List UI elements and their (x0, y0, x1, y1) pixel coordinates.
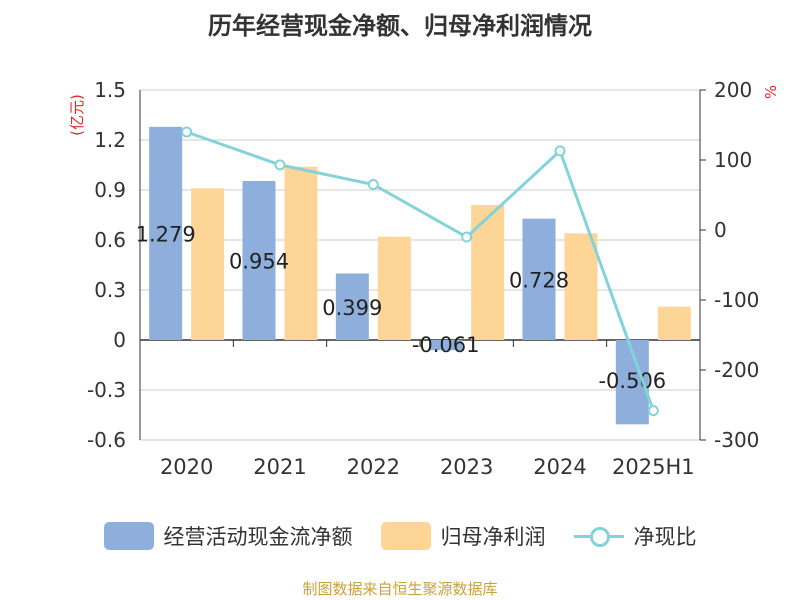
right-tick-label: -100 (714, 288, 759, 312)
legend-label-ratio: 净现比 (633, 525, 697, 549)
x-tick-label: 2024 (533, 455, 586, 479)
point-ratio (554, 145, 566, 157)
point-ratio (461, 231, 473, 243)
x-tick-label: 2025H1 (612, 455, 695, 479)
x-tick-label: 2021 (253, 455, 306, 479)
right-tick-label: 200 (714, 78, 752, 102)
bar-cashflow (429, 340, 463, 351)
data-label-cashflow: 0.399 (322, 296, 382, 320)
legend-item-cashflow[interactable]: 经营活动现金流净额 (103, 521, 353, 551)
data-label-cashflow: 1.279 (136, 222, 196, 246)
left-tick-label: 0.6 (94, 228, 126, 252)
bar-profit (657, 306, 691, 340)
x-tick-label: 2020 (160, 455, 213, 479)
left-tick-label: 1.2 (94, 128, 126, 152)
left-tick-label: -0.6 (87, 428, 126, 452)
legend-swatch-profit (380, 522, 431, 550)
x-tick-label: 2022 (347, 455, 400, 479)
chart-title: 历年经营现金净额、归母净利润情况 (208, 12, 592, 40)
point-ratio (647, 405, 659, 417)
bar-profit (377, 236, 411, 340)
bar-cashflow (522, 218, 556, 340)
legend-label-profit: 归母净利润 (440, 525, 546, 549)
bar-cashflow (149, 126, 183, 340)
legend-swatch-cashflow (103, 522, 154, 550)
right-axis-unit: % (762, 85, 780, 99)
legend-item-profit[interactable]: 归母净利润 (380, 521, 546, 551)
data-label-cashflow: -0.506 (598, 369, 666, 393)
bar-profit (284, 166, 318, 340)
legend-label-cashflow: 经营活动现金流净额 (163, 525, 353, 549)
left-tick-label: 0.9 (94, 178, 126, 202)
data-label-cashflow: 0.728 (509, 268, 569, 292)
legend-item-ratio[interactable]: 净现比 (573, 521, 697, 551)
left-tick-label: -0.3 (87, 378, 126, 402)
bar-cashflow (242, 181, 276, 340)
right-tick-label: 0 (714, 218, 727, 242)
x-tick-label: 2023 (440, 455, 493, 479)
point-ratio (181, 126, 193, 138)
right-tick-label: 100 (714, 148, 752, 172)
right-tick-label: -300 (714, 428, 759, 452)
bar-cashflow (335, 273, 369, 340)
line-ratio (186, 130, 655, 412)
data-label-cashflow: -0.061 (412, 333, 480, 357)
point-ratio (274, 159, 286, 171)
legend-swatch-ratio (573, 522, 624, 550)
right-tick-label: -200 (714, 358, 759, 382)
left-axis-unit: (亿元) (68, 94, 86, 136)
bar-profit (471, 205, 505, 340)
bar-profit (191, 188, 225, 340)
left-tick-label: 1.5 (94, 78, 126, 102)
legend: 经营活动现金流净额 归母净利润 净现比 (0, 516, 800, 556)
bar-profit (564, 233, 598, 340)
data-label-cashflow: 0.954 (229, 250, 289, 274)
source-note: 制图数据来自恒生聚源数据库 (302, 580, 498, 598)
point-ratio (367, 179, 379, 190)
left-tick-label: 0.3 (94, 278, 126, 302)
left-tick-label: 0 (113, 328, 126, 352)
